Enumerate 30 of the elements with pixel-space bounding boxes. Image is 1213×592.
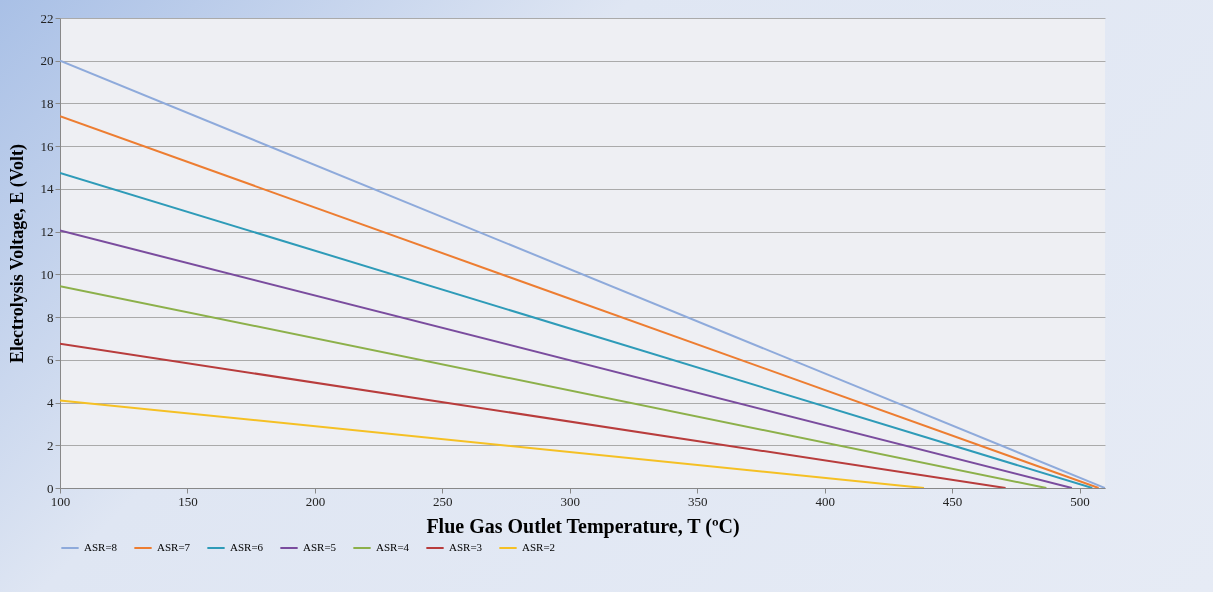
- x-tick-label: 400: [815, 493, 835, 509]
- x-tick-label: 100: [50, 493, 71, 509]
- legend-label: ASR=6: [230, 541, 264, 553]
- x-tick-label: 200: [305, 493, 326, 509]
- y-tick-label: 10: [40, 266, 54, 282]
- y-tick-label: 12: [40, 224, 54, 240]
- legend-label: ASR=5: [303, 541, 337, 553]
- x-tick-label: 300: [560, 493, 581, 509]
- y-tick-label: 18: [40, 95, 54, 111]
- legend-label: ASR=7: [157, 541, 191, 553]
- legend-label: ASR=2: [522, 541, 556, 553]
- legend-label: ASR=4: [376, 541, 410, 553]
- y-tick-label: 6: [47, 352, 54, 368]
- x-tick-label: 250: [433, 493, 453, 509]
- legend-label: ASR=8: [84, 541, 118, 553]
- y-tick-label: 14: [40, 181, 54, 197]
- y-tick-label: 20: [40, 53, 54, 69]
- y-tick-label: 8: [47, 309, 54, 325]
- x-tick-label: 450: [942, 493, 963, 509]
- y-tick-label: 0: [47, 480, 54, 496]
- y-axis-title: Electrolysis Voltage, E (Volt): [6, 144, 28, 363]
- y-tick-label: 22: [40, 10, 54, 26]
- legend-label: ASR=3: [449, 541, 483, 553]
- y-tick-label: 2: [47, 437, 54, 453]
- y-tick-label: 4: [47, 395, 54, 411]
- y-tick-label: 16: [40, 138, 54, 154]
- x-tick-label: 150: [178, 493, 198, 509]
- x-tick-label: 500: [1070, 493, 1090, 509]
- x-tick-label: 350: [687, 493, 708, 509]
- x-axis-title: Flue Gas Outlet Temperature, T (ºC): [426, 514, 740, 538]
